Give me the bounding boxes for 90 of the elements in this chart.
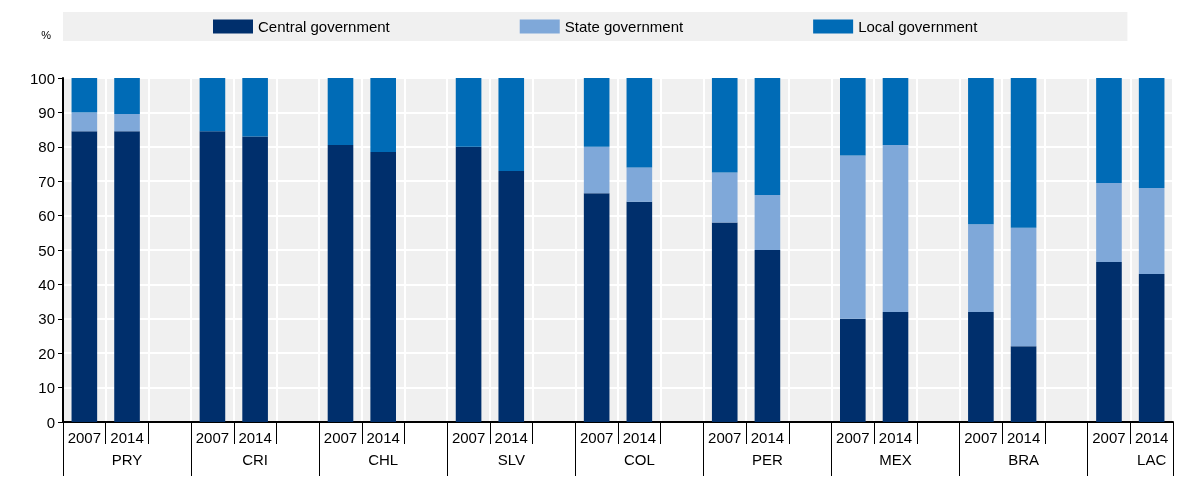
x-tick-label: 2014 [750,429,785,446]
bar [626,201,653,422]
bar [199,131,226,422]
x-tick-label: 2014 [366,429,400,446]
bar [968,224,994,312]
x-tick-label: 2007 [579,429,614,446]
x-tick-label: 2007 [323,429,358,446]
bar [1010,346,1037,422]
x-tick-label: 2014 [878,429,913,446]
bar [1096,182,1122,263]
bar [754,250,781,422]
bar [1096,78,1122,183]
bar [242,78,268,137]
bar [840,155,866,319]
bar [1138,78,1165,189]
x-tick-label: 2014 [110,429,144,446]
bar [968,78,994,225]
y-tick-label: 100 [29,69,55,87]
text: COL [623,451,655,468]
x-tick-label: 2007 [964,429,998,446]
y-axis-title: % [41,28,52,41]
bar [882,145,909,312]
bar [1138,188,1165,275]
bar [498,170,525,422]
x-tick-label: 2007 [67,429,102,446]
x-tick-label: 2007 [451,429,486,446]
text: MEX [879,451,912,468]
bar [114,114,140,132]
y-tick-label: 20 [38,344,55,362]
bar [711,222,738,422]
text: SLV [497,451,525,468]
legend-label: Local government [858,18,979,35]
legend-label: State government [564,18,684,35]
bar [840,78,866,156]
x-tick-label: 2007 [1092,429,1126,446]
x-tick-label: 2014 [622,429,657,446]
x-tick-label: 2014 [1006,429,1041,446]
text: PER [752,451,784,468]
bar [882,78,909,146]
x-tick-label: 2007 [708,429,742,446]
bar [455,78,482,147]
y-tick-label: 30 [38,310,55,328]
bar [626,167,653,202]
bar [71,78,98,113]
bar [1010,78,1037,228]
bar [370,78,396,152]
bar [754,78,781,195]
bar [711,172,738,223]
bar [1096,262,1122,422]
bar [840,318,866,422]
x-tick-label: 2007 [836,429,870,446]
y-tick-label: 80 [38,138,55,156]
bar [71,112,98,132]
bar [327,78,354,146]
y-tick-label: 60 [38,207,55,225]
y-tick-label: 50 [38,241,55,259]
bar [114,131,140,422]
x-tick-label: 2014 [494,429,528,446]
x-tick-label: 2014 [1134,429,1169,446]
bar [1010,227,1037,347]
text: LAC [1137,451,1167,468]
y-tick-label: 70 [38,172,55,190]
text: CRI [242,451,269,468]
text: PRY [111,451,143,468]
text: BRA [1008,451,1039,468]
bar [626,78,653,168]
bar [327,145,354,422]
bar [583,146,610,194]
legend-label: Central government [258,18,391,35]
x-tick-label: 2014 [238,429,272,446]
bar [583,193,610,422]
y-tick-label: 90 [38,103,55,121]
text: CHL [368,451,399,468]
y-tick-label: 0 [46,413,55,431]
y-tick-label: 10 [38,379,55,397]
bar [711,78,738,173]
bar [882,311,909,422]
y-tick-label: 40 [38,275,55,293]
x-tick-label: 2007 [195,429,230,446]
bar [968,311,994,422]
bar [583,78,610,147]
bar [199,78,226,132]
bar [370,151,396,422]
bar [114,78,140,115]
bar [71,131,98,422]
bar [242,136,268,422]
bar [455,146,482,422]
bar [498,78,525,171]
bar [754,194,781,250]
bar [1138,274,1165,422]
